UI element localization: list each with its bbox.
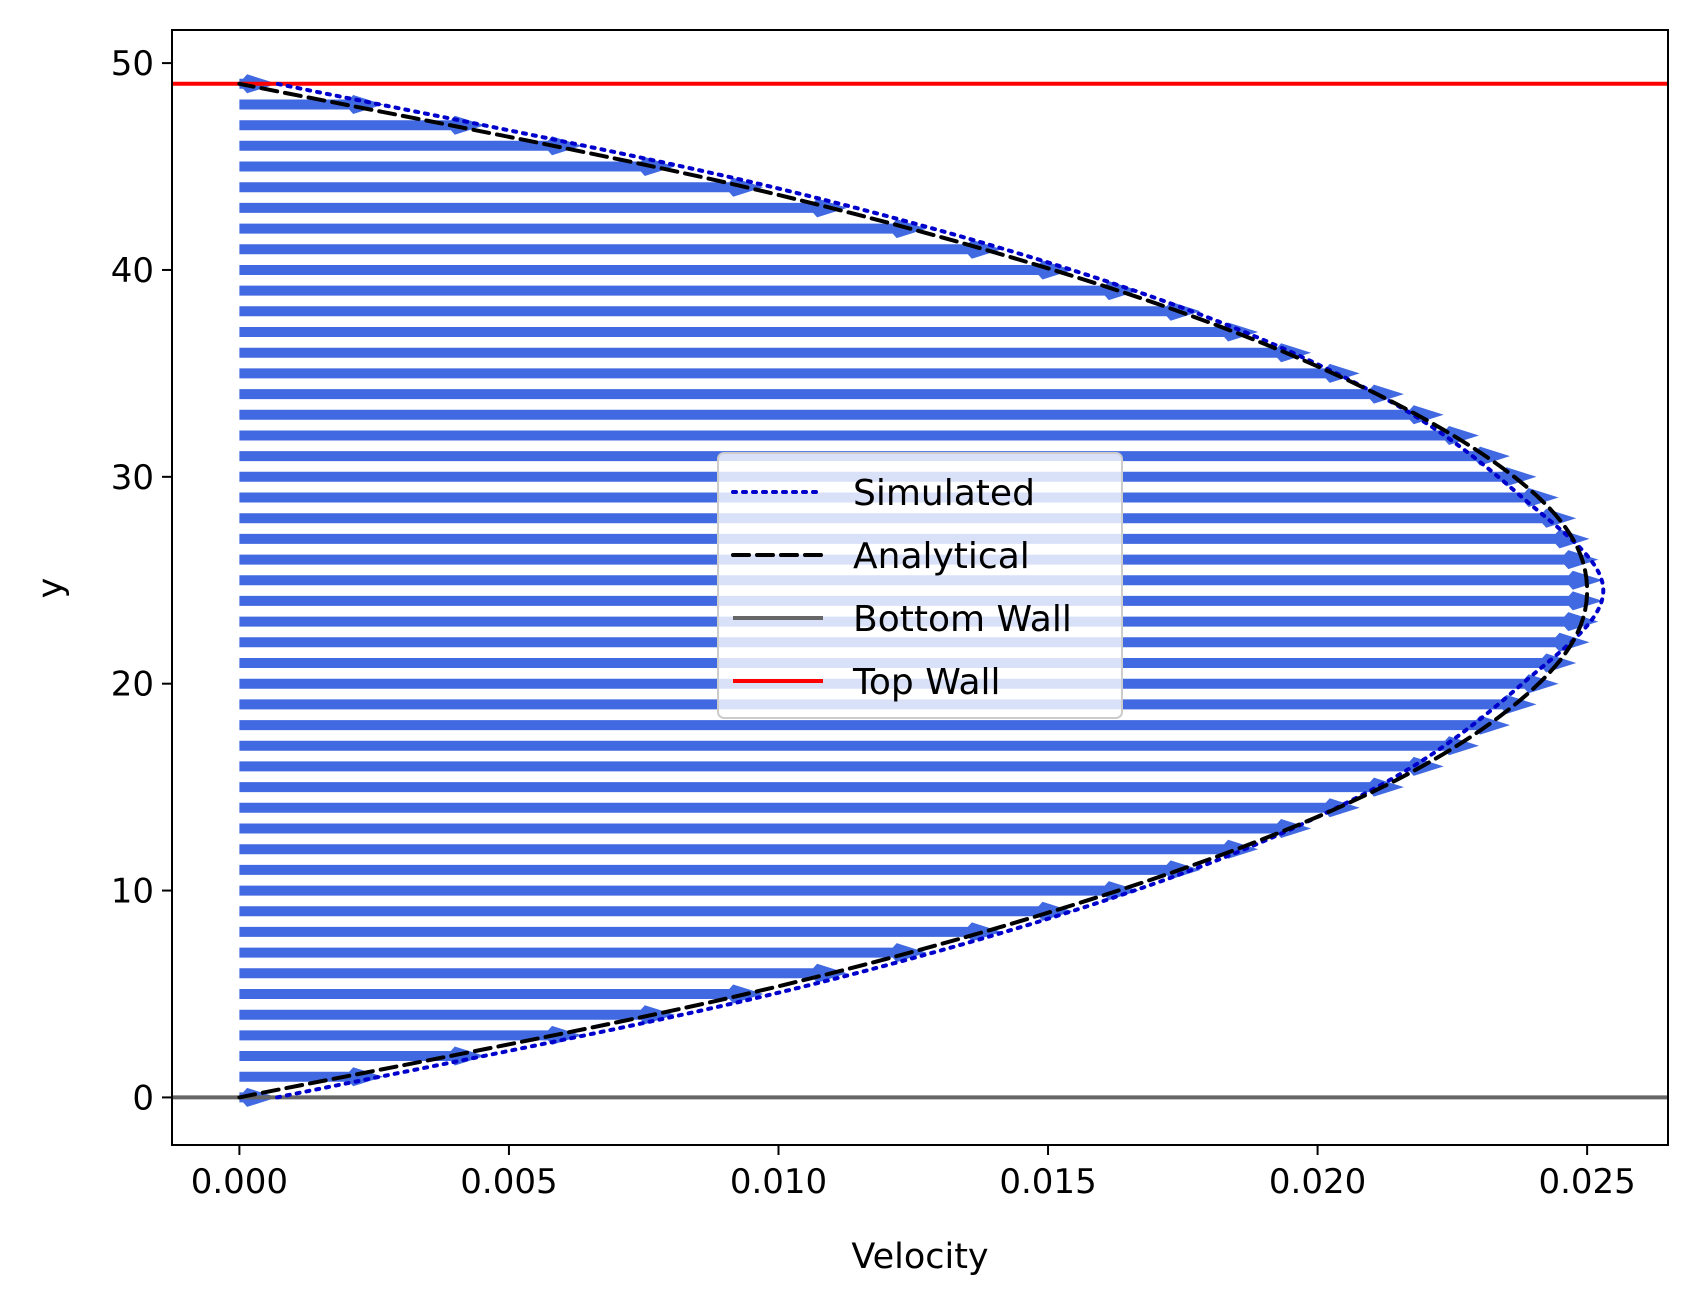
x-tick-label: 0.010 — [730, 1162, 827, 1202]
velocity-arrow — [239, 1005, 675, 1025]
velocity-arrow — [239, 798, 1360, 818]
velocity-arrow — [239, 301, 1201, 321]
velocity-arrow — [239, 426, 1479, 445]
velocity-arrow — [239, 1046, 485, 1066]
velocity-arrows — [239, 74, 1603, 1107]
velocity-arrow — [239, 819, 1312, 838]
velocity-arrow — [239, 115, 485, 135]
velocity-arrow — [239, 363, 1360, 383]
velocity-arrow — [239, 281, 1139, 301]
legend: Simulated Analytical Bottom Wall Top Wall — [717, 452, 1123, 719]
velocity-arrow — [239, 136, 582, 156]
velocity-arrow — [239, 756, 1444, 776]
legend-label: Top Wall — [852, 662, 1001, 703]
velocity-arrow — [239, 219, 927, 239]
legend-label: Bottom Wall — [853, 599, 1072, 640]
legend-label: Simulated — [853, 473, 1035, 514]
velocity-arrow — [239, 715, 1510, 735]
y-tick-label: 10 — [111, 872, 154, 912]
legend-label: Analytical — [853, 536, 1030, 577]
velocity-arrow — [239, 239, 1002, 259]
velocity-arrow — [239, 405, 1444, 425]
velocity-arrow — [239, 198, 848, 218]
y-tick-label: 50 — [111, 44, 154, 84]
velocity-arrow — [239, 177, 764, 197]
velocity-arrow — [239, 860, 1201, 880]
profile-curves — [237, 81, 1606, 1100]
velocity-arrow — [239, 157, 675, 176]
x-tick-label: 0.005 — [460, 1162, 557, 1202]
y-tick-label: 0 — [132, 1078, 154, 1118]
velocity-arrow — [239, 963, 848, 983]
velocity-arrow — [239, 839, 1259, 859]
x-axis-ticks: 0.000 0.005 0.010 0.015 0.020 0.025 — [191, 1145, 1636, 1202]
velocity-arrow — [239, 322, 1259, 342]
velocity-arrow — [239, 343, 1312, 363]
velocity-arrow — [239, 881, 1139, 901]
velocity-arrow — [239, 260, 1073, 280]
y-axis-label: y — [31, 578, 71, 599]
velocity-arrow — [239, 984, 764, 1004]
simulated-profile-line — [275, 81, 1606, 1100]
x-axis-label: Velocity — [851, 1237, 988, 1277]
velocity-arrow — [239, 736, 1479, 756]
y-tick-label: 30 — [111, 458, 154, 498]
velocity-arrow — [239, 1025, 582, 1045]
y-tick-label: 20 — [111, 665, 154, 705]
plot-area — [172, 74, 1668, 1107]
x-tick-label: 0.020 — [1269, 1162, 1366, 1202]
velocity-arrow — [239, 384, 1404, 404]
x-tick-label: 0.000 — [191, 1162, 288, 1202]
velocity-arrow — [239, 922, 1002, 942]
velocity-arrow — [239, 943, 927, 963]
y-tick-label: 40 — [111, 251, 154, 291]
legend-box — [717, 452, 1123, 719]
x-tick-label: 0.025 — [1538, 1162, 1635, 1202]
velocity-arrow — [239, 901, 1073, 921]
analytical-profile-line — [237, 81, 1590, 1100]
plot-frame — [171, 29, 1669, 1146]
x-tick-label: 0.015 — [999, 1162, 1096, 1202]
y-axis-ticks: 0 10 20 30 40 50 — [111, 44, 172, 1118]
wall-lines — [172, 81, 1668, 1100]
velocity-arrow — [239, 777, 1404, 797]
